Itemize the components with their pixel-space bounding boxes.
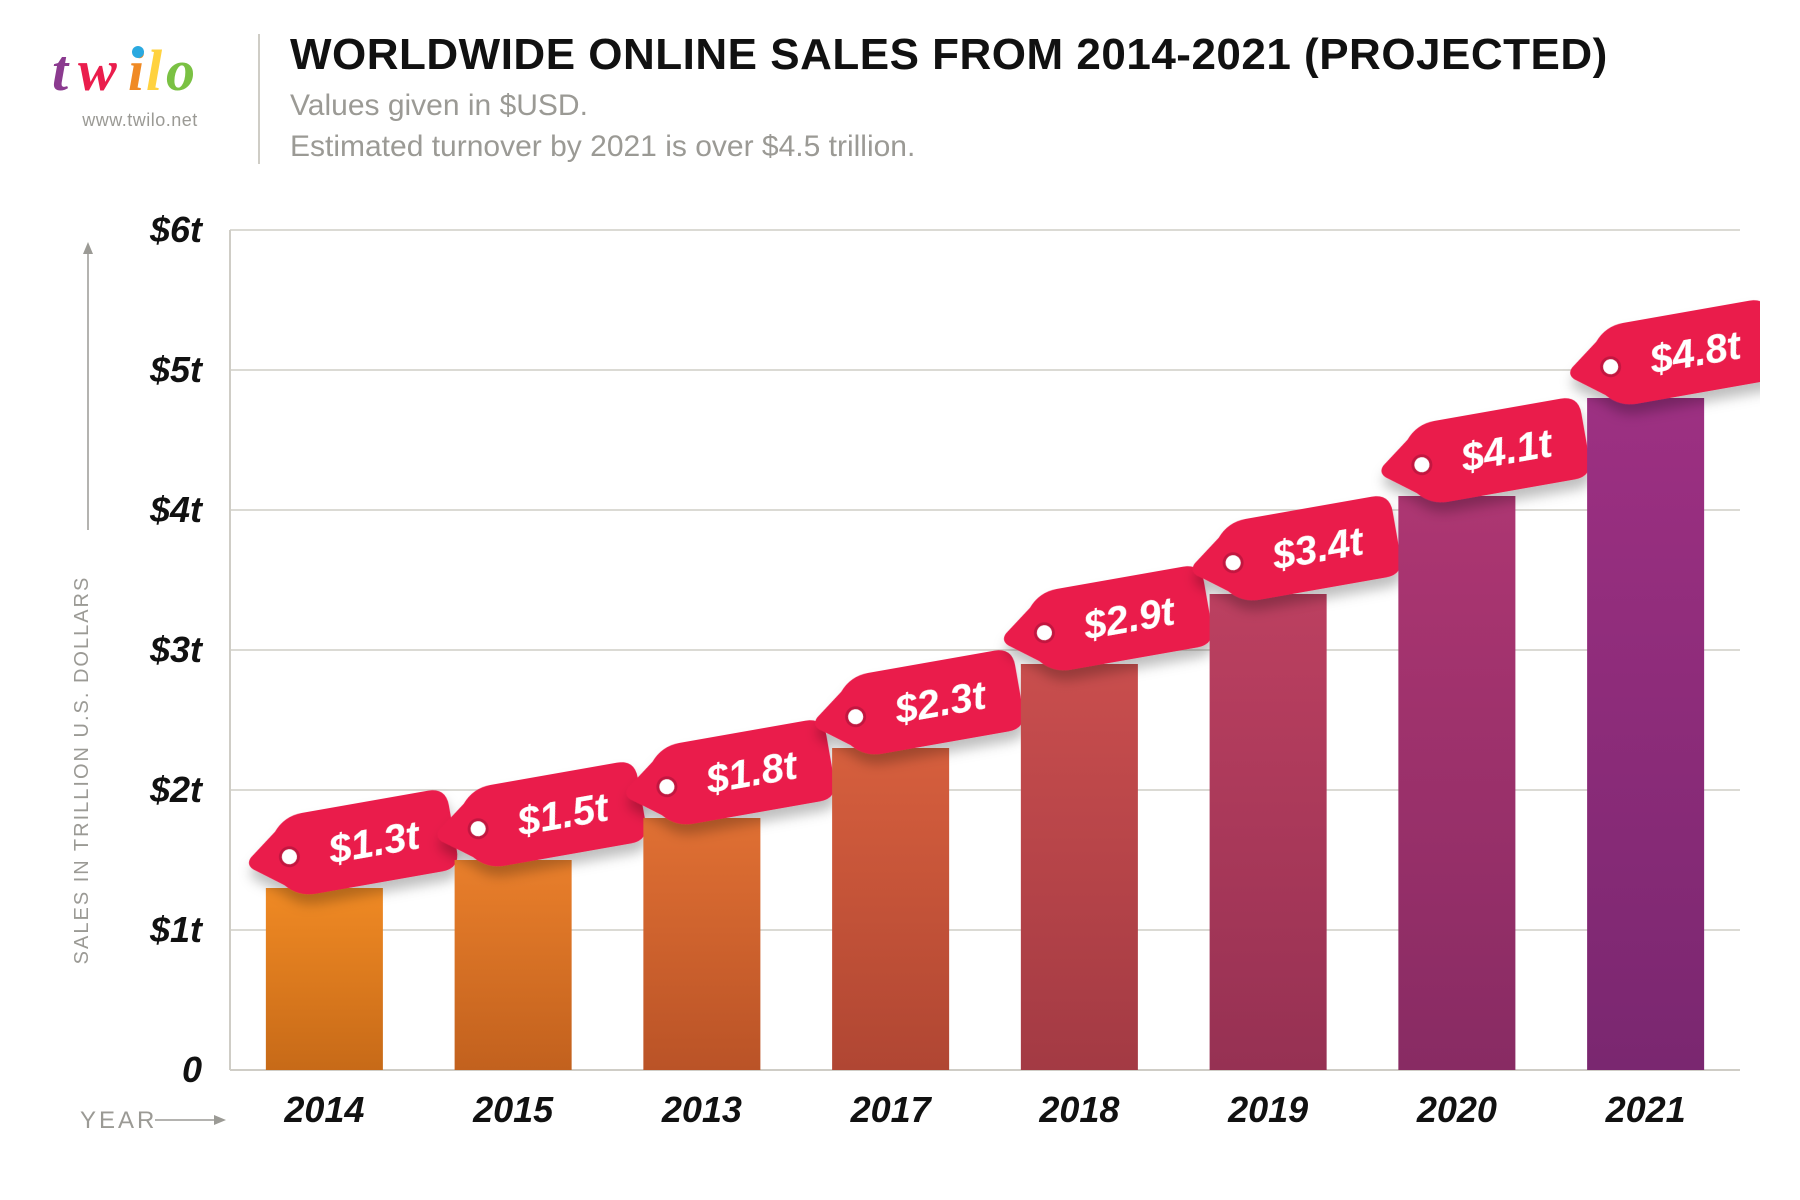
bar	[832, 748, 949, 1070]
chart-subtitle: Values given in $USD. Estimated turnover…	[290, 86, 1760, 167]
bar	[1398, 496, 1515, 1070]
y-axis-title: SALES IN TRILLION U.S. DOLLARS	[71, 576, 93, 965]
price-tag: $1.5t	[431, 760, 649, 877]
bar	[643, 818, 760, 1070]
x-tick-label: 2014	[283, 1089, 364, 1130]
bar	[455, 860, 572, 1070]
y-tick-label: 0	[182, 1049, 202, 1090]
bar	[1587, 398, 1704, 1070]
x-tick-label: 2020	[1416, 1089, 1497, 1130]
price-tag: $4.1t	[1374, 396, 1592, 513]
price-tag: $1.8t	[619, 718, 837, 835]
y-tick-label: $2t	[149, 769, 204, 810]
price-tag: $1.3t	[242, 788, 460, 905]
price-tag: $2.9t	[997, 564, 1215, 681]
bar	[1210, 594, 1327, 1070]
y-tick-label: $1t	[149, 909, 204, 950]
svg-text:w: w	[78, 38, 117, 103]
x-tick-label: 2018	[1038, 1089, 1119, 1130]
brand-logo: t w i l o www.twilo.net	[40, 30, 240, 131]
svg-text:t: t	[52, 38, 70, 103]
y-tick-label: $4t	[149, 489, 204, 530]
bar	[266, 888, 383, 1070]
x-tick-label: 2019	[1227, 1089, 1308, 1130]
x-axis-title: YEAR	[80, 1107, 157, 1134]
subtitle-line-1: Values given in $USD.	[290, 89, 588, 122]
header-divider	[258, 34, 260, 164]
price-tag: $2.3t	[808, 648, 1026, 765]
sales-bar-chart: 0 $1t $2t $3t $4t $5t $6t SALES IN TRILLION U.S…	[40, 210, 1760, 1160]
x-tick-label: 2015	[472, 1089, 554, 1130]
brand-url: www.twilo.net	[40, 110, 240, 131]
y-tick-label: $6t	[149, 210, 204, 250]
x-tick-label: 2013	[661, 1089, 742, 1130]
subtitle-line-2: Estimated turnover by 2021 is over $4.5 …	[290, 130, 915, 163]
y-tick-label: $5t	[149, 349, 204, 390]
price-tag: $3.4t	[1186, 494, 1404, 611]
svg-text:o: o	[166, 38, 195, 103]
bar	[1021, 664, 1138, 1070]
price-tag: $4.8t	[1563, 298, 1760, 415]
svg-text:l: l	[146, 38, 163, 103]
x-tick-label: 2021	[1605, 1089, 1686, 1130]
y-tick-label: $3t	[149, 629, 204, 670]
title-block: WORLDWIDE ONLINE SALES FROM 2014-2021 (P…	[290, 30, 1760, 167]
chart-title: WORLDWIDE ONLINE SALES FROM 2014-2021 (P…	[290, 30, 1760, 80]
header: t w i l o www.twilo.net WORLDWIDE ONLINE…	[40, 30, 1760, 190]
x-tick-label: 2017	[850, 1089, 933, 1130]
twilo-logo-icon: t w i l o	[50, 38, 230, 108]
